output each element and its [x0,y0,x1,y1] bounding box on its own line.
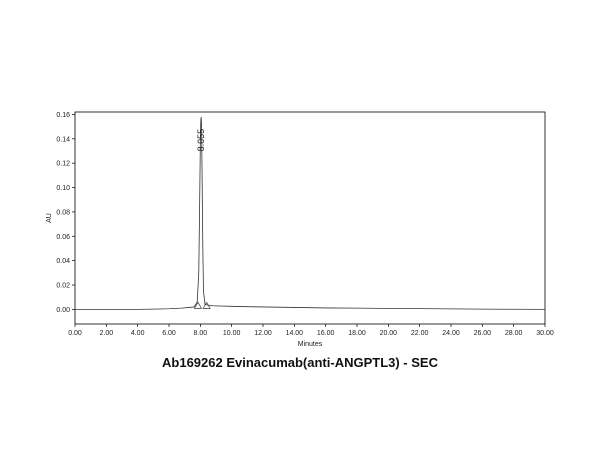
y-tick-label: 0.08 [56,209,70,216]
y-tick-label: 0.12 [56,161,70,168]
series-line [75,116,546,310]
x-tick-label: 20.00 [380,330,398,337]
x-tick-label: 2.00 [100,330,114,337]
x-tick-label: 16.00 [317,330,335,337]
baseline-markers [193,301,211,309]
x-tick-label: 6.00 [162,330,176,337]
x-tick-label: 22.00 [411,330,429,337]
annotations: 8.055 [196,129,206,152]
x-axis-label: Minutes [298,341,323,348]
x-tick-label: 12.00 [254,330,272,337]
y-tick-label: 0.00 [56,307,70,314]
x-axis: 0.00 2.00 4.00 6.00 8.00 10.00 12.00 14.00 16.00… [68,324,554,337]
baseline-marker [202,301,211,309]
x-tick-label: 8.00 [194,330,208,337]
x-tick-label: 18.00 [348,330,366,337]
x-tick-label: 28.00 [505,330,523,337]
peak-label: 8.055 [196,129,206,152]
y-tick-label: 0.04 [56,258,70,265]
chart-title: Ab169262 Evinacumab(anti-ANGPTL3) - SEC [162,355,438,370]
x-tick-label: 24.00 [442,330,460,337]
y-tick-label: 0.06 [56,234,70,241]
x-tick-label: 14.00 [286,330,304,337]
y-tick-label: 0.02 [56,283,70,290]
plot-frame [74,111,546,325]
baseline-marker [193,301,203,309]
x-tick-label: 0.00 [68,330,82,337]
y-tick-label: 0.14 [56,136,70,143]
x-tick-label: 30.00 [536,330,554,337]
y-axis: 0.00 0.02 0.04 0.06 0.08 0.10 0.12 0.14 0.16 [56,112,75,314]
y-axis-label: AU [46,213,53,223]
y-tick-label: 0.10 [56,185,70,192]
series-group [75,116,546,310]
x-tick-label: 10.00 [223,330,241,337]
x-tick-label: 26.00 [474,330,492,337]
x-tick-label: 4.00 [131,330,145,337]
y-tick-label: 0.16 [56,112,70,119]
